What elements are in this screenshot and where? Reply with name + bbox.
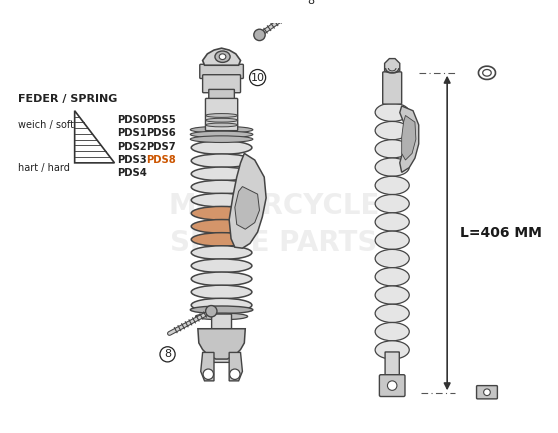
Ellipse shape bbox=[191, 141, 252, 155]
Ellipse shape bbox=[375, 121, 409, 140]
Text: PDS0: PDS0 bbox=[117, 115, 147, 125]
Text: 8: 8 bbox=[164, 349, 171, 359]
Ellipse shape bbox=[205, 113, 238, 117]
Ellipse shape bbox=[205, 118, 238, 122]
Ellipse shape bbox=[375, 176, 409, 194]
Ellipse shape bbox=[191, 272, 252, 286]
Ellipse shape bbox=[375, 341, 409, 359]
FancyBboxPatch shape bbox=[209, 89, 234, 102]
Ellipse shape bbox=[375, 158, 409, 176]
Text: hart / hard: hart / hard bbox=[18, 163, 70, 173]
Circle shape bbox=[230, 369, 240, 379]
Ellipse shape bbox=[375, 249, 409, 268]
Polygon shape bbox=[400, 106, 418, 172]
Text: FEDER / SPRING: FEDER / SPRING bbox=[18, 94, 117, 104]
Ellipse shape bbox=[190, 306, 253, 313]
Text: weich / soft: weich / soft bbox=[18, 120, 74, 130]
Circle shape bbox=[205, 306, 217, 317]
FancyBboxPatch shape bbox=[477, 386, 497, 399]
Ellipse shape bbox=[191, 298, 252, 312]
Ellipse shape bbox=[191, 207, 252, 220]
Ellipse shape bbox=[375, 213, 409, 231]
Text: PDS8: PDS8 bbox=[146, 155, 176, 165]
Ellipse shape bbox=[191, 259, 252, 272]
Ellipse shape bbox=[375, 304, 409, 323]
Ellipse shape bbox=[191, 246, 252, 259]
Ellipse shape bbox=[375, 103, 409, 121]
Polygon shape bbox=[203, 48, 240, 65]
Ellipse shape bbox=[375, 268, 409, 286]
Polygon shape bbox=[235, 187, 259, 229]
Ellipse shape bbox=[375, 286, 409, 304]
Ellipse shape bbox=[191, 220, 252, 233]
Text: L=406 MM: L=406 MM bbox=[460, 226, 542, 240]
Ellipse shape bbox=[375, 323, 409, 341]
Text: PDS1: PDS1 bbox=[117, 129, 147, 139]
Ellipse shape bbox=[191, 193, 252, 207]
Ellipse shape bbox=[195, 313, 248, 320]
Circle shape bbox=[484, 389, 490, 396]
Ellipse shape bbox=[375, 231, 409, 249]
Ellipse shape bbox=[190, 126, 253, 133]
FancyBboxPatch shape bbox=[205, 98, 238, 131]
Text: PDS5: PDS5 bbox=[146, 115, 176, 125]
Text: PDS3: PDS3 bbox=[117, 155, 147, 165]
Ellipse shape bbox=[191, 285, 252, 299]
Polygon shape bbox=[402, 116, 416, 160]
Ellipse shape bbox=[375, 140, 409, 158]
FancyBboxPatch shape bbox=[385, 352, 400, 377]
Text: 8: 8 bbox=[307, 0, 315, 6]
FancyBboxPatch shape bbox=[211, 314, 232, 362]
Circle shape bbox=[254, 29, 265, 41]
Circle shape bbox=[203, 369, 214, 379]
FancyBboxPatch shape bbox=[379, 375, 405, 397]
Ellipse shape bbox=[191, 233, 252, 246]
Ellipse shape bbox=[205, 123, 238, 127]
Polygon shape bbox=[229, 352, 242, 381]
FancyBboxPatch shape bbox=[383, 72, 402, 104]
Ellipse shape bbox=[191, 154, 252, 168]
Ellipse shape bbox=[215, 51, 230, 62]
Text: PDS7: PDS7 bbox=[146, 142, 175, 152]
Polygon shape bbox=[229, 153, 266, 248]
Ellipse shape bbox=[191, 167, 252, 181]
Ellipse shape bbox=[191, 180, 252, 194]
Circle shape bbox=[387, 381, 397, 390]
Text: MOTORCYCLE
SPARE PARTS: MOTORCYCLE SPARE PARTS bbox=[168, 192, 379, 257]
Ellipse shape bbox=[190, 136, 253, 142]
Text: 10: 10 bbox=[251, 73, 264, 83]
Polygon shape bbox=[384, 58, 400, 73]
Text: PDS4: PDS4 bbox=[117, 168, 147, 178]
Ellipse shape bbox=[190, 131, 253, 138]
Ellipse shape bbox=[375, 194, 409, 213]
Text: PDS6: PDS6 bbox=[146, 129, 176, 139]
FancyBboxPatch shape bbox=[203, 75, 240, 93]
Polygon shape bbox=[198, 329, 246, 359]
Text: PDS2: PDS2 bbox=[117, 142, 147, 152]
FancyBboxPatch shape bbox=[200, 64, 243, 78]
Polygon shape bbox=[201, 352, 214, 381]
Ellipse shape bbox=[219, 54, 226, 60]
